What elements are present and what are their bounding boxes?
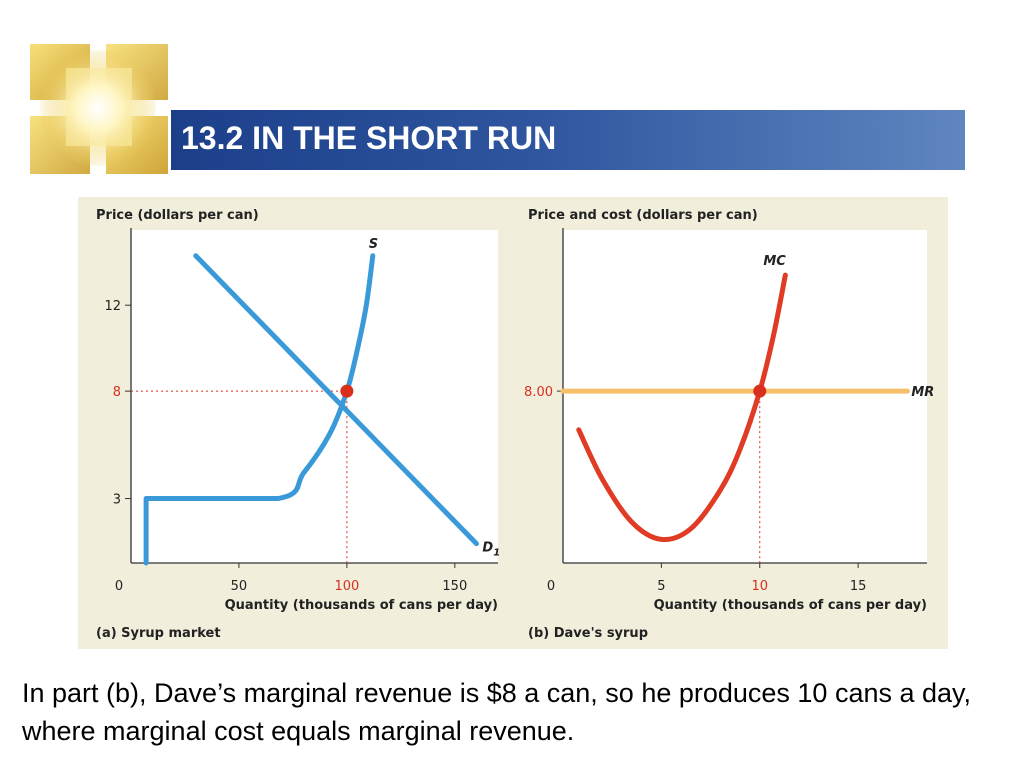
- slide-caption: In part (b), Dave’s marginal revenue is …: [22, 678, 972, 746]
- panel-b-series-mc-line: [576, 272, 788, 543]
- panel-a-plot-area: [131, 230, 498, 563]
- panel-a-panel-label: (a) Syrup market: [96, 626, 221, 641]
- slide-title: 13.2 IN THE SHORT RUN: [181, 120, 557, 156]
- panel-a-y-tick-label: 12: [104, 299, 121, 314]
- panel-a-y-axis-title: Price (dollars per can): [96, 208, 259, 223]
- panel-b-y-axis-title: Price and cost (dollars per can): [528, 208, 758, 223]
- panel-a-series-d1-line: [193, 253, 479, 547]
- figure-panel: Price (dollars per can) Quantity (thousan…: [78, 197, 948, 649]
- panel-b-x-tick-label: 0: [547, 579, 555, 594]
- panel-a-y-tick-label: 3: [113, 493, 121, 508]
- panel-b-y-tick-label: 8.00: [524, 385, 553, 400]
- panel-a-x-tick-label: 50: [231, 579, 248, 594]
- panel-b-plot-area: [563, 230, 927, 563]
- panel-a-y-tick-label: 8: [113, 385, 121, 400]
- panel-a-x-tick-label: 150: [442, 579, 467, 594]
- panel-a-x-tick-label: 0: [115, 579, 123, 594]
- panel-b-equilibrium-point: [753, 384, 767, 398]
- panel-a-equilibrium-point: [340, 384, 354, 398]
- panel-a-series-d1-label-sub: 1: [493, 548, 500, 559]
- sparkle-square-logo-icon: [26, 38, 174, 178]
- panel-b-x-tick-label: 10: [751, 579, 768, 594]
- title-bar: 13.2 IN THE SHORT RUN: [171, 110, 965, 170]
- panel-b-panel-label: (b) Dave's syrup: [528, 626, 648, 641]
- panel-b-series-mc-label: MC: [763, 254, 786, 269]
- panel-b-x-axis-title: Quantity (thousands of cans per day): [654, 598, 927, 613]
- panel-a-x-tick-label: 100: [334, 579, 359, 594]
- chart-figure: Price (dollars per can) Quantity (thousan…: [96, 208, 934, 641]
- panel-b-x-tick-label: 15: [850, 579, 867, 594]
- panel-a-series-s-label: S: [369, 237, 378, 252]
- panel-b-x-tick-label: 5: [657, 579, 665, 594]
- panel-a-x-axis-title: Quantity (thousands of cans per day): [225, 598, 498, 613]
- panel-b-series-mr-label: MR: [911, 385, 934, 400]
